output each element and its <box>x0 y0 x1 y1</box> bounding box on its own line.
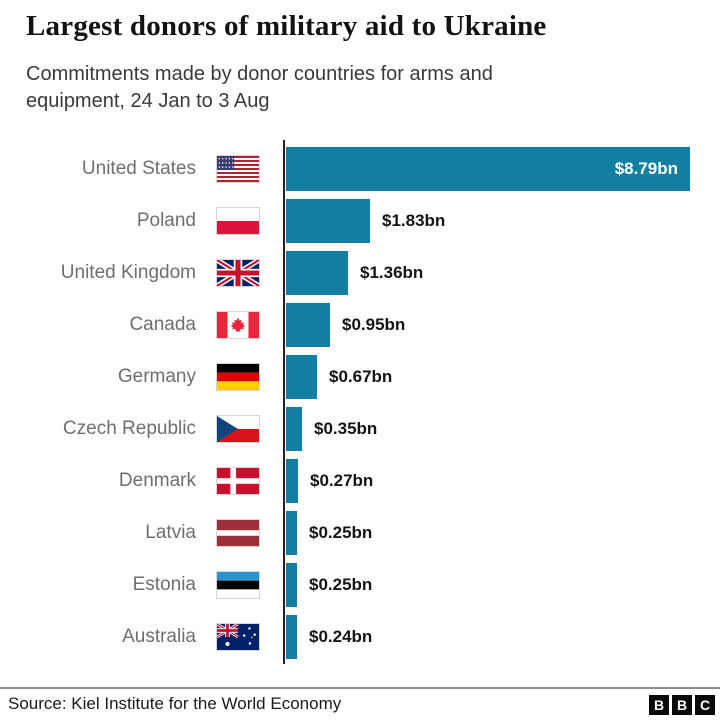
value-label: $0.25bn <box>309 575 373 594</box>
country-label: Czech Republic <box>62 418 196 439</box>
chart-row-canada: Canada $0.95bn <box>0 299 720 351</box>
flag-icon-poland <box>216 207 260 235</box>
value-label: $0.35bn <box>314 419 378 438</box>
bbc-logo-letter: B <box>672 695 692 715</box>
value-label: $0.25bn <box>309 523 373 542</box>
bar-czech-republic <box>286 407 302 451</box>
chart-title: Largest donors of military aid to Ukrain… <box>26 10 547 42</box>
flag-icon-czech-republic <box>216 415 260 443</box>
value-label: $1.36bn <box>360 263 424 282</box>
chart-row-germany: Germany $0.67bn <box>0 351 720 403</box>
country-label: Germany <box>117 366 196 387</box>
bar-poland <box>286 199 370 243</box>
chart-row-united-states: United States $8.79bn <box>0 143 720 195</box>
chart-row-denmark: Denmark $0.27bn <box>0 455 720 507</box>
flag-icon-estonia <box>216 571 260 599</box>
chart-row-latvia: Latvia $0.25bn <box>0 507 720 559</box>
country-label: Estonia <box>132 574 196 595</box>
chart-row-united-kingdom: United Kingdom $1.36bn <box>0 247 720 299</box>
value-label: $1.83bn <box>382 211 446 230</box>
chart-subtitle: Commitments made by donor countries for … <box>26 63 493 112</box>
value-label: $8.79bn <box>614 159 678 178</box>
flag-icon-united-kingdom <box>216 259 260 287</box>
bbc-logo-letter: C <box>695 695 715 715</box>
bar-denmark <box>286 459 298 503</box>
bar-chart: United States $8.79bn Poland $1.83bn United… <box>0 140 720 664</box>
country-label: Poland <box>136 210 196 231</box>
bar-germany <box>286 355 317 399</box>
flag-icon-germany <box>216 363 260 391</box>
bar-united-states <box>286 147 690 191</box>
source-attribution: Source: Kiel Institute for the World Eco… <box>8 694 342 713</box>
flag-icon-australia <box>216 623 260 651</box>
country-label: Latvia <box>145 522 196 543</box>
chart-row-poland: Poland $1.83bn <box>0 195 720 247</box>
chart-row-australia: Australia $0.24bn <box>0 611 720 663</box>
bar-australia <box>286 615 297 659</box>
bbc-logo: B B C <box>649 695 715 715</box>
bbc-logo-letter: B <box>649 695 669 715</box>
value-label: $0.24bn <box>309 627 373 646</box>
flag-icon-canada <box>216 311 260 339</box>
country-label: Australia <box>122 626 196 647</box>
bar-canada <box>286 303 330 347</box>
bar-estonia <box>286 563 297 607</box>
footer-divider <box>0 687 720 689</box>
value-label: $0.27bn <box>310 471 374 490</box>
country-label: United Kingdom <box>60 262 196 283</box>
chart-row-czech-republic: Czech Republic $0.35bn <box>0 403 720 455</box>
flag-icon-latvia <box>216 519 260 547</box>
country-label: United States <box>81 158 196 179</box>
chart-row-estonia: Estonia $0.25bn <box>0 559 720 611</box>
country-label: Canada <box>129 314 196 335</box>
value-label: $0.67bn <box>329 367 393 386</box>
country-label: Denmark <box>118 470 196 491</box>
chart-rows: United States $8.79bn Poland $1.83bn United… <box>0 143 720 663</box>
bar-latvia <box>286 511 297 555</box>
flag-icon-denmark <box>216 467 260 495</box>
bar-united-kingdom <box>286 251 348 295</box>
y-axis-line <box>283 140 285 664</box>
value-label: $0.95bn <box>342 315 406 334</box>
flag-icon-united-states <box>216 155 260 183</box>
